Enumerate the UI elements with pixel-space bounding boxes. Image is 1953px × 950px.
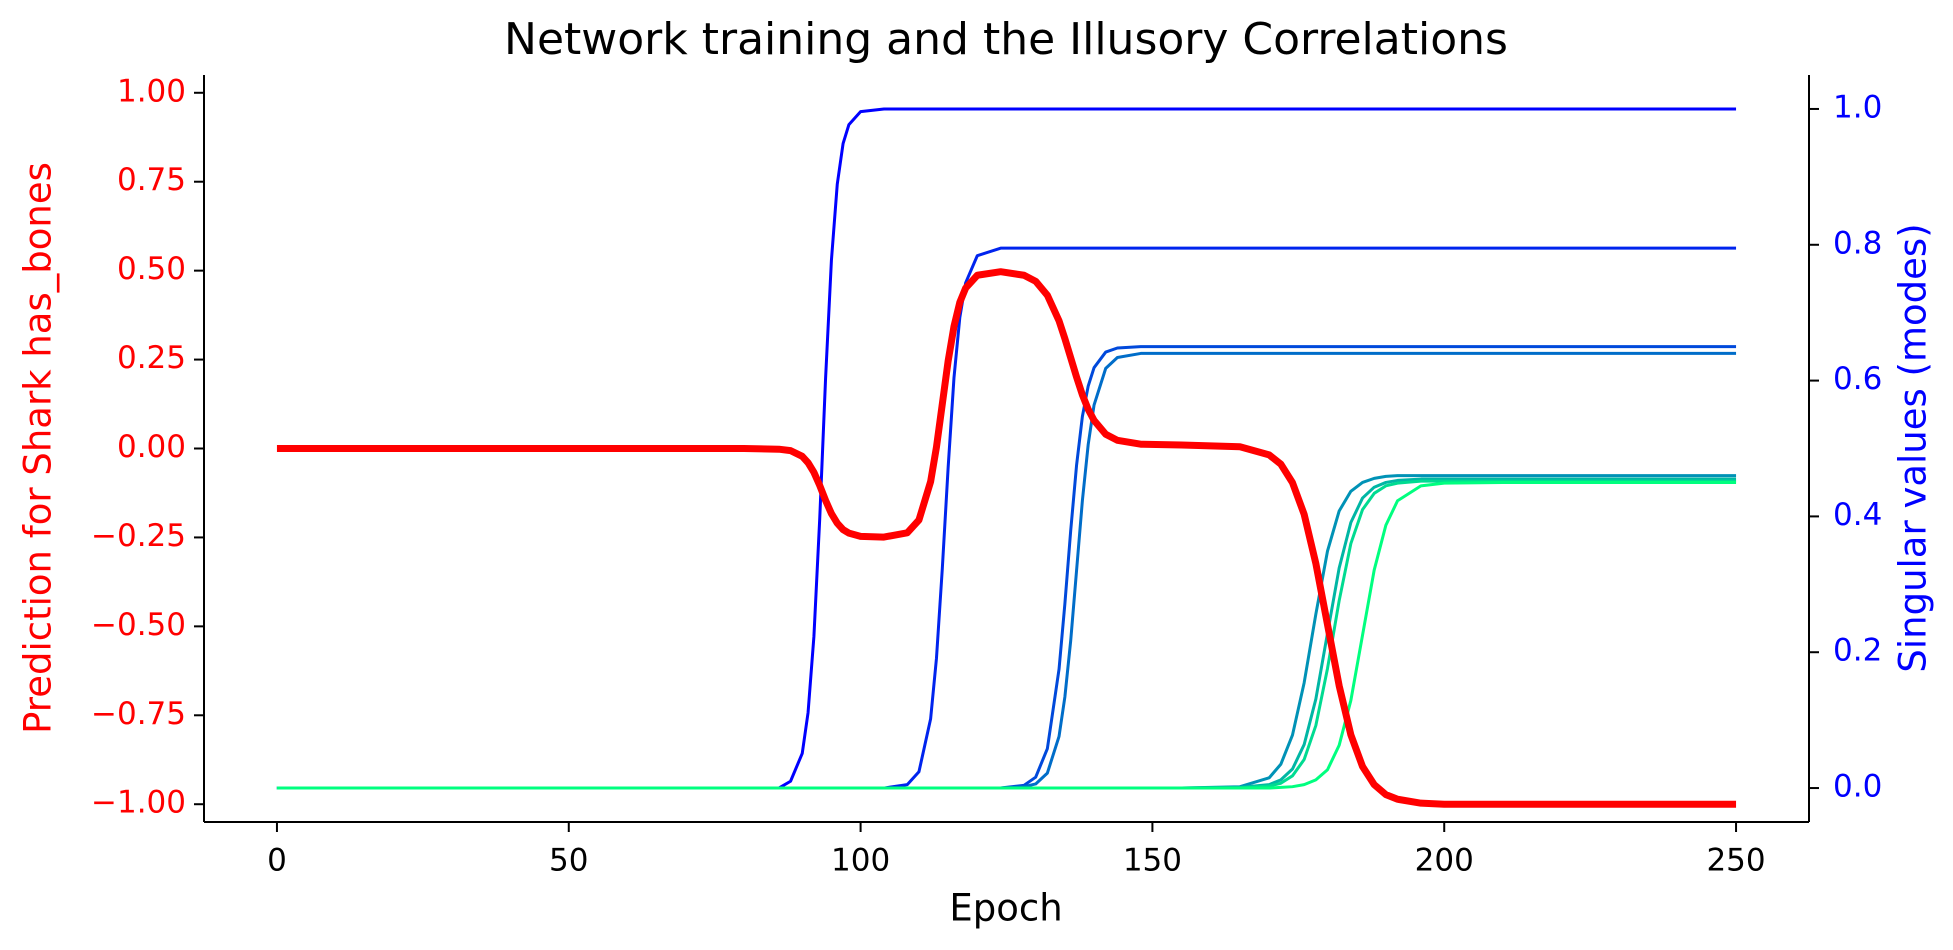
y-tick-label: 0.50: [117, 251, 186, 287]
y-tick-label: −0.75: [91, 696, 186, 732]
series-line: [276, 479, 1737, 790]
y-tick-label: 0.75: [117, 162, 186, 198]
chart-title: Network training and the Illusory Correl…: [504, 14, 1508, 65]
series-line: [276, 107, 1737, 790]
series-line: [276, 351, 1737, 790]
x-axis-label: Epoch: [949, 887, 1062, 930]
y2-tick-label: 0.0: [1833, 769, 1882, 805]
x-tick-label: 100: [831, 843, 890, 879]
y2-tick-label: 1.0: [1833, 89, 1882, 125]
series-line: [276, 480, 1737, 790]
x-tick-label: 250: [1706, 843, 1765, 879]
y-tick-label: −0.50: [91, 607, 186, 643]
y2-tick-label: 0.4: [1833, 497, 1882, 533]
y-axis-label: Prediction for Shark has_bones: [17, 162, 60, 734]
y-tick-label: 0.25: [117, 340, 186, 376]
y-tick-label: −0.25: [91, 518, 186, 554]
x-tick-label: 0: [267, 843, 287, 879]
series-line: [276, 474, 1737, 790]
y2-axis-label: Singular values (modes): [1892, 223, 1935, 672]
series-line: [276, 345, 1737, 790]
y2-tick-label: 0.6: [1833, 361, 1882, 397]
y-tick-label: 1.00: [117, 73, 186, 109]
y2-tick-label: 0.2: [1833, 633, 1882, 669]
y-tick-label: −1.00: [91, 785, 186, 821]
y2-tick-label: 0.8: [1833, 225, 1882, 261]
series-line: [276, 477, 1737, 790]
x-tick-label: 150: [1123, 843, 1182, 879]
x-tick-label: 50: [549, 843, 588, 879]
y-tick-label: 0.00: [117, 429, 186, 465]
series-line: [276, 246, 1737, 790]
x-tick-label: 200: [1415, 843, 1474, 879]
series-line: [276, 268, 1737, 808]
